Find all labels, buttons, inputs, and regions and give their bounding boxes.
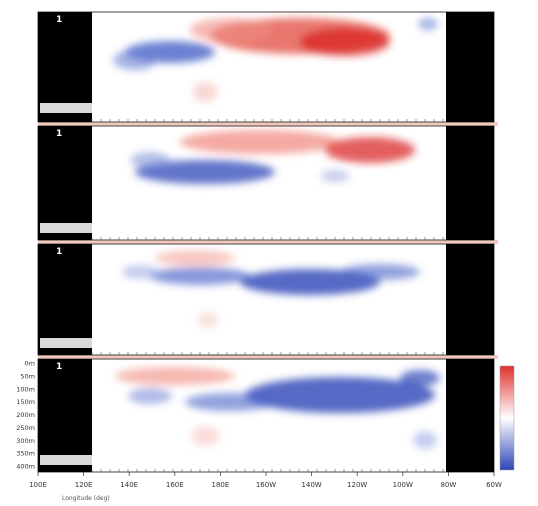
y-tick-label: 300m	[16, 437, 35, 445]
panel-separator	[38, 122, 498, 126]
panel-b: 1	[37, 125, 495, 241]
x-tick-label: 120W	[347, 481, 367, 489]
x-axis: 100E 120E 140E 160E 180E 160W 140W 120W 100W 80W 6…	[29, 119, 502, 489]
y-tick-label: 100m	[16, 385, 35, 393]
land-mask-east	[446, 12, 494, 122]
panel-label: 1	[56, 247, 62, 257]
x-caption: Longitude (deg)	[62, 495, 110, 502]
panel-tag	[40, 223, 98, 233]
x-tick-label: 160E	[166, 481, 184, 489]
cold-anomaly	[135, 160, 275, 184]
cold-anomaly	[130, 152, 170, 168]
land-mask-west-coast	[84, 12, 92, 122]
y-tick-label: 0m	[25, 360, 35, 368]
cold-anomaly	[340, 264, 420, 280]
y-tick-label: 200m	[16, 411, 35, 419]
cold-anomaly	[400, 370, 440, 386]
x-tick-label: 100W	[393, 481, 413, 489]
y-tick-label: 350m	[16, 450, 35, 458]
panel-tag	[40, 338, 98, 348]
cold-anomaly	[185, 393, 275, 411]
x-tick-label: 160W	[256, 481, 276, 489]
cold-anomaly	[245, 377, 435, 413]
y-tick-label: 250m	[16, 424, 35, 432]
warm-anomaly	[191, 426, 219, 446]
x-tick-label: 100E	[29, 481, 47, 489]
warm-anomaly	[198, 312, 218, 328]
land-mask-west-coast	[84, 359, 92, 472]
panel-separator	[38, 240, 498, 244]
warm-anomaly	[325, 137, 415, 163]
panel-label: 1	[56, 15, 62, 25]
land-mask-west-coast	[84, 244, 92, 355]
cold-anomaly	[128, 388, 172, 404]
colorbar-bar	[499, 365, 515, 471]
cold-anomaly	[113, 50, 157, 70]
panel-a: 1	[37, 11, 495, 123]
y-tick-label: 50m	[20, 372, 35, 380]
x-tick-label: 120E	[75, 481, 93, 489]
cold-anomaly	[150, 267, 250, 285]
land-mask-west	[38, 244, 84, 355]
y-tick-label: 400m	[16, 463, 35, 471]
warm-anomaly	[300, 28, 390, 56]
panel-label: 1	[56, 362, 62, 372]
x-tick-label: 60W	[486, 481, 502, 489]
colorbar	[499, 365, 515, 471]
warm-anomaly	[155, 250, 235, 266]
panel-frame	[37, 243, 495, 356]
cold-anomaly	[122, 265, 158, 279]
land-mask-east	[446, 244, 494, 355]
land-mask-west-coast	[84, 126, 92, 240]
panel-tag	[40, 103, 98, 113]
x-tick-label: 80W	[440, 481, 456, 489]
land-mask-east	[446, 126, 494, 240]
x-tick-label: 180E	[212, 481, 230, 489]
panel-c: 1	[37, 243, 495, 356]
y-axis: 0m 50m 100m 150m 200m 250m 300m 350m 400m	[16, 360, 35, 471]
warm-anomaly	[180, 130, 340, 154]
warm-anomaly	[190, 18, 270, 42]
x-tick-label: 140E	[120, 481, 138, 489]
warm-anomaly	[115, 367, 235, 385]
warm-anomaly	[193, 82, 217, 102]
cold-anomaly	[418, 18, 438, 30]
panel-separator	[38, 355, 498, 359]
panel-label: 1	[56, 129, 62, 139]
land-mask-west	[38, 126, 84, 240]
panel-d: 1	[37, 358, 495, 473]
cold-anomaly	[413, 431, 437, 449]
land-mask-east	[446, 359, 494, 472]
x-tick-label: 140W	[301, 481, 321, 489]
panel-tag	[40, 455, 98, 465]
cold-anomaly	[321, 170, 349, 182]
land-mask-west	[38, 359, 84, 472]
y-tick-label: 150m	[16, 398, 35, 406]
